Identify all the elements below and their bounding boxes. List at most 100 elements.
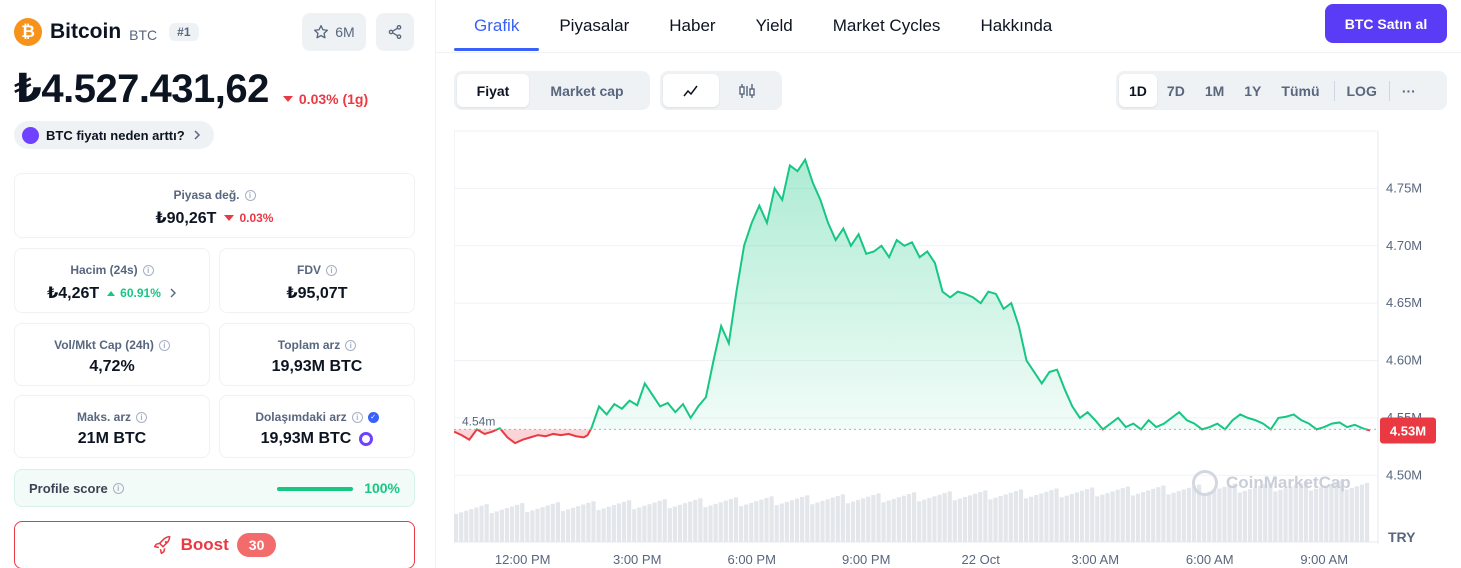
range-7d[interactable]: 7D (1166, 82, 1185, 99)
share-button[interactable] (376, 13, 414, 51)
volume-bar (683, 503, 688, 542)
volume-bar (459, 512, 464, 542)
max-supply-value: 21M BTC (77, 430, 147, 447)
volume-bar (800, 496, 805, 542)
volume-bar (886, 500, 891, 542)
volume-bar (769, 496, 774, 542)
tab-grafik[interactable]: Grafik (454, 0, 540, 52)
volume-bar (1146, 490, 1151, 542)
volume-bar (550, 503, 555, 542)
price-area-down (454, 429, 1370, 444)
fdv-value: ₺95,07T (286, 285, 348, 302)
current-price: ₺4.527.431,62 (14, 67, 269, 111)
info-icon[interactable]: i (136, 411, 148, 423)
volume-bar (1186, 487, 1191, 542)
range-tümü[interactable]: Tümü (1281, 82, 1320, 99)
volume-bar (876, 493, 881, 542)
info-icon[interactable]: i (142, 264, 154, 276)
volume-bar (642, 505, 647, 542)
market-cap-toggle[interactable]: Market cap (550, 82, 624, 99)
volume-bar (1308, 490, 1314, 542)
tab-yield[interactable]: Yield (755, 16, 793, 35)
tab-piyasalar[interactable]: Piyasalar (559, 16, 630, 35)
volume-bar (1354, 486, 1359, 542)
volume-bar (835, 496, 840, 542)
volume-card[interactable]: Hacim (24s) i ₺4,26T 60.91% (14, 248, 210, 313)
volume-bar (881, 502, 886, 542)
info-icon[interactable]: i (351, 411, 363, 423)
boost-button[interactable]: Boost 30 (14, 521, 415, 568)
volume-bar (545, 505, 550, 542)
chevron-right-icon (194, 130, 200, 140)
volume-bar (998, 496, 1003, 542)
volume-bar (1293, 484, 1298, 542)
supply-ring-icon (359, 432, 374, 446)
info-icon[interactable]: i (158, 339, 170, 351)
volume-bar (535, 508, 540, 542)
range-1y[interactable]: 1Y (1244, 82, 1262, 99)
tab-market-cycles[interactable]: Market Cycles (832, 16, 941, 35)
why-price-button[interactable]: BTC fiyatı neden arttı? (14, 121, 214, 149)
volume-bar (454, 514, 459, 542)
rank-badge: #1 (169, 23, 199, 41)
candlestick-button[interactable] (719, 74, 775, 107)
volume-bar (1176, 491, 1181, 542)
volume-bar (1217, 488, 1222, 542)
volume-bar (789, 500, 795, 542)
info-icon[interactable]: i (112, 482, 124, 494)
volume-bar (957, 498, 962, 542)
fdv-label: FDV (297, 263, 321, 277)
watchlist-count: 6M (335, 24, 355, 40)
log-scale-toggle[interactable]: LOG (1346, 82, 1377, 99)
price-chart-svg: 4.50M4.55M4.60M4.65M4.70M4.75M4.54m4.53M… (453, 130, 1436, 567)
volume-bar (1120, 488, 1125, 542)
volume-bar (1003, 494, 1008, 542)
volume-bar (1364, 482, 1370, 542)
info-icon[interactable]: i (244, 189, 256, 201)
tab-haber[interactable]: Haber (669, 16, 716, 35)
volume-bar (672, 506, 678, 542)
volume-bar (515, 504, 520, 542)
ai-insight-icon (22, 126, 39, 144)
rocket-icon (153, 535, 171, 555)
total-supply-label: Toplam arz (277, 338, 341, 352)
volume-bar (1252, 487, 1258, 542)
market-cap-label: Piyasa değ. (173, 188, 240, 202)
info-icon[interactable]: i (345, 339, 357, 351)
price-chart[interactable]: 4.50M 4.55M 4.60M 4.65M 4.70M 4.75M 4.54m 4.53M… (453, 126, 1461, 568)
watchlist-button[interactable]: 6M (302, 13, 366, 51)
volume-bar (779, 503, 784, 542)
volume-bar (555, 502, 560, 542)
info-icon[interactable]: i (326, 264, 337, 276)
volume-bar (759, 499, 764, 542)
market-cap-change: 0.03% (239, 211, 274, 225)
volume-bar (713, 503, 718, 542)
volume-bar (932, 496, 937, 542)
volume-bar (764, 497, 769, 542)
buy-btc-button[interactable]: BTC Satın al (1325, 4, 1447, 43)
coinmarketcap-logo-icon (1192, 470, 1218, 496)
volume-bar (1023, 498, 1029, 542)
volume-bar (1247, 489, 1253, 542)
volume-bar (967, 495, 973, 542)
range-1d[interactable]: 1D (1119, 74, 1157, 107)
range-1m[interactable]: 1M (1204, 82, 1225, 99)
price-toggle[interactable]: Fiyat (457, 74, 529, 107)
verified-icon: ✓ (367, 411, 379, 423)
volume-bar (627, 500, 632, 542)
volume-bar (1202, 493, 1207, 542)
volume-bar (1069, 494, 1074, 542)
volume-label: Hacim (24s) (70, 263, 138, 277)
volume-bar (1125, 486, 1130, 542)
volume-bar (901, 495, 907, 542)
tab-hakkında[interactable]: Hakkında (980, 16, 1053, 35)
line-chart-button[interactable] (663, 74, 719, 107)
time-range-selector: 1D 7D 1M 1Y Tümü LOG ··· (1116, 71, 1447, 110)
volume-bar (637, 507, 642, 542)
chart-metric-toggle: Fiyat Market cap (454, 71, 650, 110)
triangle-down-icon (224, 215, 235, 221)
volume-bar (810, 504, 815, 542)
volume-bar (850, 501, 856, 542)
volume-bar (616, 503, 622, 542)
more-options-icon[interactable]: ··· (1401, 82, 1416, 99)
